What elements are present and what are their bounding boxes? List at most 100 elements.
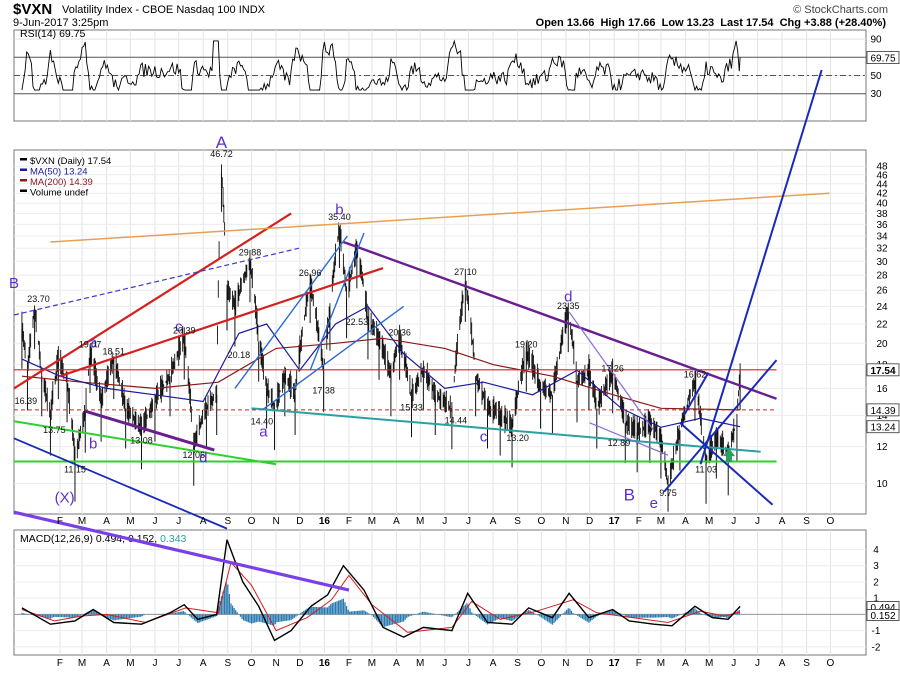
macd-histogram-value: 0.343	[160, 533, 186, 545]
x-tick-label: O	[826, 516, 834, 527]
x-tick-label: S	[514, 516, 521, 527]
x-tick-label: F	[57, 516, 63, 527]
y-tick-label: 46	[876, 170, 888, 181]
x-tick-label: O	[248, 516, 256, 527]
x-tick-label: F	[346, 516, 352, 527]
wave-label: a	[259, 424, 268, 441]
wave-label: c	[480, 429, 488, 446]
wave-label: b	[335, 202, 343, 219]
y-tick-label: 42	[876, 189, 888, 200]
wave-label: A	[216, 133, 228, 152]
value-badge	[866, 420, 900, 434]
trendline	[663, 359, 778, 493]
wave-label: B	[9, 275, 19, 292]
y-tick-label: 24	[876, 302, 888, 313]
trendline	[251, 407, 761, 453]
price-label: 17.38	[312, 386, 335, 396]
y-tick-label: 22	[876, 320, 888, 331]
price-label: 46.72	[210, 149, 233, 159]
trendline	[309, 232, 365, 371]
price-label: 13.20	[506, 433, 529, 443]
price-label: 16.62	[684, 369, 707, 379]
macd-tick-label: -2	[872, 642, 881, 653]
macd-tick-label: 4	[873, 545, 879, 556]
macd-tick-label: 3	[873, 561, 879, 572]
y-tick-label: 40	[876, 199, 888, 210]
y-tick-label: 28	[876, 271, 888, 282]
price-label: 19.07	[79, 339, 102, 349]
x-tick-label: J	[152, 516, 157, 527]
x-tick-label: M	[657, 516, 665, 527]
price-label: 23.70	[27, 294, 50, 304]
x-tick-label: A	[779, 658, 786, 669]
price-label: 20.39	[173, 325, 196, 335]
x-tick-label: A	[393, 516, 400, 527]
y-tick-label: 36	[876, 220, 888, 231]
x-tick-label: M	[78, 658, 86, 669]
price-label: 16.39	[15, 396, 38, 406]
x-tick-label: D	[586, 516, 593, 527]
y-tick-label: 32	[876, 244, 888, 255]
y-tick-label: 20	[876, 339, 888, 350]
price-label: 17.26	[601, 363, 624, 373]
x-tick-label: F	[57, 658, 63, 669]
x-tick-label: J	[731, 658, 736, 669]
legend-entry: $VXN (Daily) 17.54	[30, 156, 111, 167]
trendline	[13, 247, 300, 316]
price-label: 13.08	[130, 435, 153, 445]
rsi-tick-label: 30	[870, 89, 882, 100]
x-tick-label: A	[200, 658, 207, 669]
y-tick-label: 12	[876, 442, 888, 453]
rsi-title: RSI(14) 69.75	[20, 28, 86, 40]
legend-entry: MA(50) 13.24	[30, 167, 88, 178]
x-tick-label: N	[562, 658, 569, 669]
x-tick-label: 16	[319, 516, 331, 527]
legend-swatch	[20, 168, 27, 171]
x-tick-label: O	[537, 516, 545, 527]
x-tick-label: A	[200, 516, 207, 527]
x-tick-label: J	[466, 658, 471, 669]
y-tick-label: 10	[876, 479, 888, 490]
x-tick-label: F	[636, 658, 642, 669]
x-tick-label: J	[466, 516, 471, 527]
price-label: 18.51	[103, 347, 126, 357]
trendline	[13, 437, 228, 530]
x-tick-label: M	[126, 658, 134, 669]
macd-badge-text: 0.152	[870, 611, 895, 622]
x-tick-label: D	[586, 658, 593, 669]
x-tick-label: S	[514, 658, 521, 669]
x-tick-label: J	[442, 658, 447, 669]
trendline	[13, 420, 277, 466]
trendline	[589, 422, 669, 456]
x-tick-label: J	[152, 658, 157, 669]
legend-entry: Volume undef	[30, 188, 88, 199]
trendline	[683, 372, 710, 416]
x-tick-label: S	[224, 658, 231, 669]
axes: F F M M A A M M J J J J A A S S O O N N D D 16 16 F F M M A A M M J J J J A A…	[57, 35, 900, 669]
price-label: 22.53	[346, 317, 369, 327]
value-badge	[866, 403, 900, 417]
rsi-panel: RSI(14) 69.75	[14, 28, 866, 92]
legend-swatch	[20, 158, 27, 161]
projection-line	[699, 69, 823, 465]
trendline	[262, 305, 404, 411]
y-tick-label: 14	[876, 411, 888, 422]
wave-label: d	[199, 449, 207, 466]
x-tick-label: A	[103, 658, 110, 669]
macd-badge-text: 0.494	[870, 603, 895, 614]
x-tick-label: M	[416, 658, 424, 669]
trendline	[50, 192, 830, 243]
price-label: 9.75	[659, 488, 677, 498]
x-tick-label: F	[636, 516, 642, 527]
wave-label: B	[624, 485, 635, 504]
x-tick-label: J	[176, 658, 181, 669]
macd-tick-label: -1	[872, 626, 881, 637]
trendline	[84, 409, 215, 452]
ohlc-readout: Open 13.66 High 17.66 Low 13.23 Last 17.…	[535, 17, 886, 29]
macd-tick-label: 1	[873, 594, 879, 605]
price-label: 12.06	[182, 450, 205, 460]
price-label: 13.75	[43, 425, 66, 435]
x-tick-label: A	[490, 658, 497, 669]
value-badge-text: 17.54	[870, 366, 895, 377]
